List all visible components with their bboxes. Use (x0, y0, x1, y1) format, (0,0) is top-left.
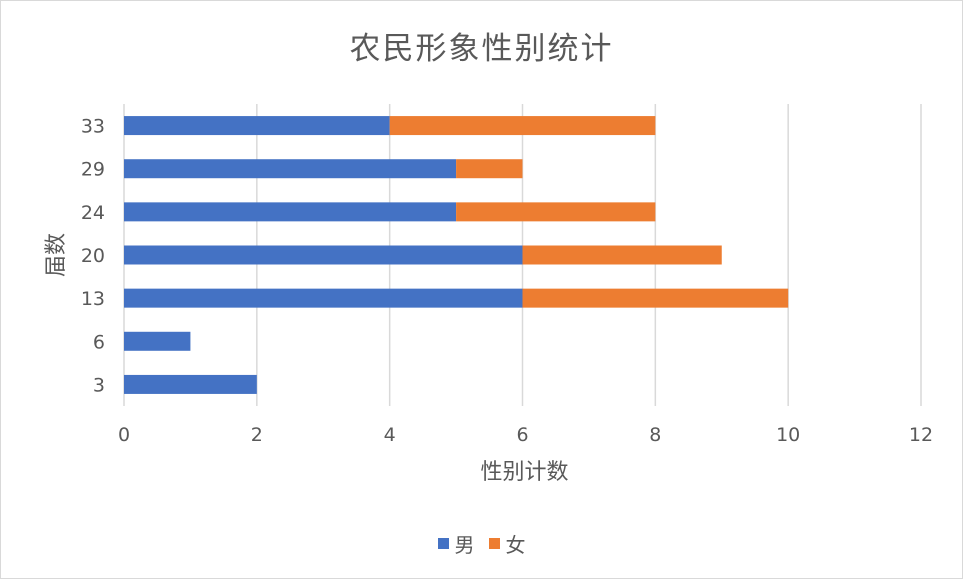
x-axis-title: 性别计数 (480, 460, 568, 485)
legend-label: 男 (454, 533, 475, 557)
chart-legend: 男女 (1, 529, 962, 558)
bar-male (124, 331, 191, 351)
bar-female (456, 159, 523, 179)
bar-female (522, 288, 789, 308)
legend-label: 女 (505, 533, 526, 557)
bar-female (522, 245, 722, 265)
bar-female (456, 202, 656, 222)
x-tick-label: 8 (649, 424, 661, 446)
bar-male (124, 202, 457, 222)
y-tick-label: 3 (93, 374, 105, 396)
chart-title: 农民形象性别统计 (349, 31, 614, 67)
y-tick-label: 13 (81, 288, 105, 310)
y-tick-label: 29 (81, 159, 105, 181)
bar-female (389, 116, 656, 136)
legend-swatch (488, 538, 500, 549)
x-tick-label: 12 (909, 424, 933, 446)
bar-male (124, 159, 457, 179)
bar-male (124, 374, 257, 394)
bar-male (124, 245, 523, 265)
legend-swatch (437, 538, 449, 549)
legend-item: 男 (437, 529, 475, 558)
y-axis-title: 届数 (44, 233, 69, 277)
x-tick-label: 6 (516, 424, 528, 446)
x-tick-label: 10 (776, 424, 800, 446)
x-tick-label: 0 (118, 424, 130, 446)
y-tick-label: 33 (81, 116, 105, 138)
y-tick-label: 24 (81, 202, 105, 224)
bar-male (124, 288, 523, 308)
x-tick-label: 4 (384, 424, 396, 446)
bar-male (124, 116, 390, 136)
y-tick-label: 6 (93, 331, 105, 353)
legend-item: 女 (488, 529, 526, 558)
y-tick-label: 20 (81, 245, 105, 267)
x-tick-label: 2 (251, 424, 263, 446)
